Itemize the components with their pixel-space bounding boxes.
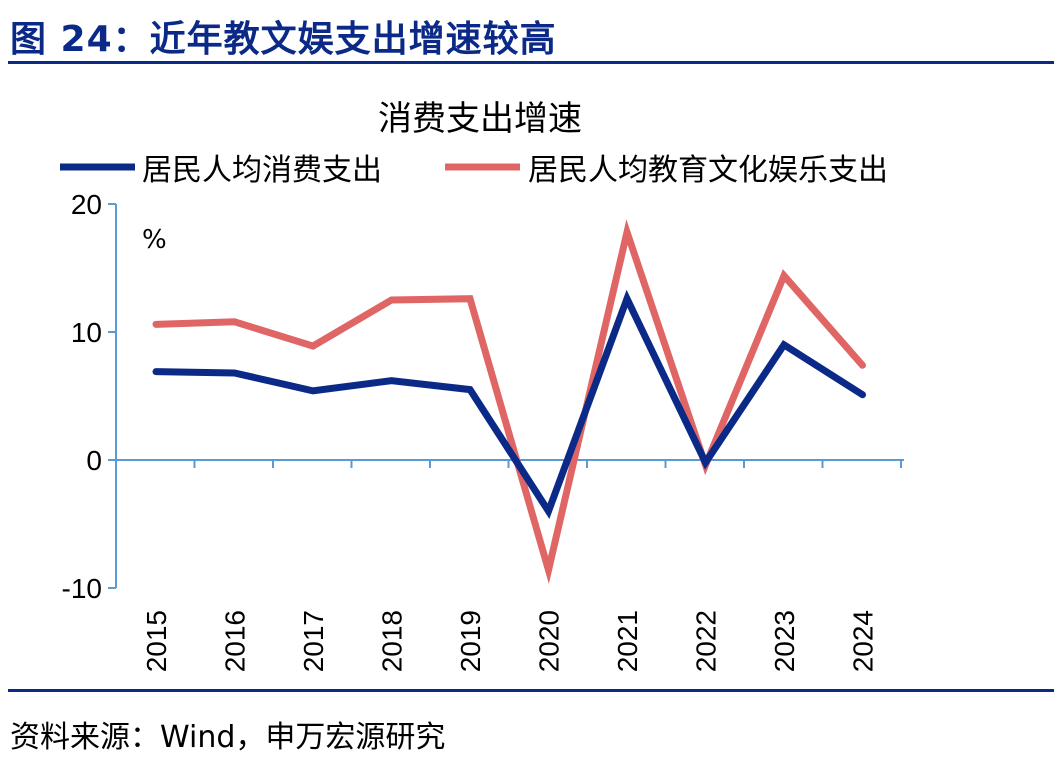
x-tick-label: 2023 <box>769 610 800 672</box>
legend-label-consumption: 居民人均消费支出 <box>142 153 382 188</box>
unit-label: % <box>142 225 167 255</box>
x-tick-label: 2024 <box>848 610 879 672</box>
bottom-rule <box>8 689 1054 692</box>
x-tick-labels: 2015 2016 2017 2018 2019 2020 2021 2022 2023 2024 <box>141 610 879 672</box>
x-tick-label: 2018 <box>377 610 408 672</box>
x-tick-label: 2022 <box>691 610 722 672</box>
y-tick-label: 10 <box>71 317 102 348</box>
top-rule <box>8 61 1054 64</box>
y-tick-label: 0 <box>86 445 102 476</box>
chart-title: 消费支出增速 <box>378 99 582 139</box>
y-tick-label: -10 <box>62 573 102 604</box>
series-lines <box>152 219 866 584</box>
legend-label-education: 居民人均教育文化娱乐支出 <box>528 153 888 188</box>
x-tick-label: 2017 <box>298 610 329 672</box>
figure-title: 图 24：近年教文娱支出增速较高 <box>10 19 557 60</box>
y-tick-label: 20 <box>71 189 102 220</box>
series-line-consumption <box>152 289 866 519</box>
x-tick-label: 2020 <box>534 610 565 672</box>
axes <box>108 203 904 589</box>
x-tick-label: 2019 <box>455 610 486 672</box>
x-tick-label: 2021 <box>612 610 643 672</box>
series-line-education <box>152 219 866 584</box>
x-tick-label: 2016 <box>220 610 251 672</box>
y-tick-labels: 20 10 0 -10 <box>62 189 102 604</box>
source-note: 资料来源：Wind，申万宏源研究 <box>10 720 446 755</box>
x-tick-label: 2015 <box>141 610 172 672</box>
